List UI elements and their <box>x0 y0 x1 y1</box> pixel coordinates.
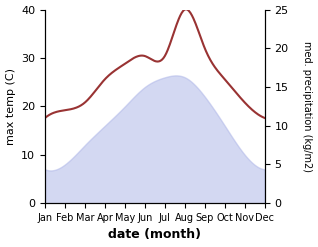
Y-axis label: med. precipitation (kg/m2): med. precipitation (kg/m2) <box>302 41 313 172</box>
X-axis label: date (month): date (month) <box>108 228 201 242</box>
Y-axis label: max temp (C): max temp (C) <box>5 68 16 145</box>
